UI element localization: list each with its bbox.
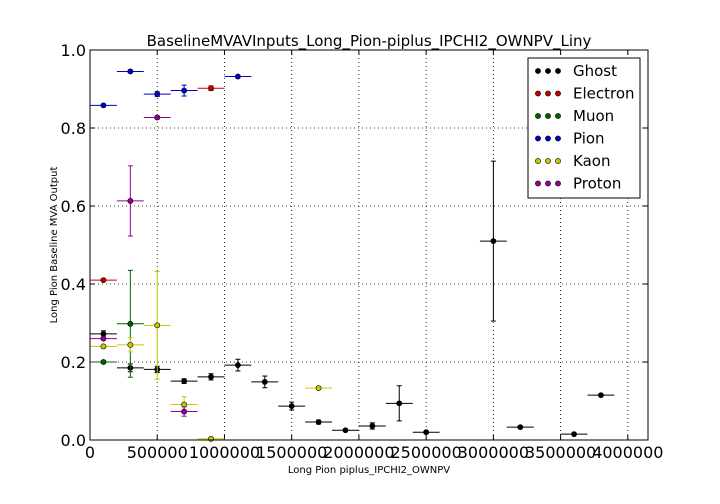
pion-point bbox=[100, 102, 107, 109]
axis-ticks: 0 500000 100000015000002000000250000030000… bbox=[61, 41, 664, 462]
legend-marker-kaon bbox=[545, 158, 551, 164]
legend-label-electron: Electron bbox=[573, 85, 635, 103]
kaon-point bbox=[154, 322, 161, 329]
legend-marker-electron bbox=[545, 90, 551, 97]
x-tick-label: 1000000 bbox=[189, 443, 260, 462]
legend-marker-proton bbox=[555, 180, 561, 187]
legend-label-pion: Pion bbox=[573, 130, 605, 148]
x-axis-title: Long Pion piplus_IPCHI2_OWNPV bbox=[288, 465, 450, 476]
legend-marker-electron bbox=[535, 90, 541, 97]
ghost-point bbox=[315, 419, 322, 425]
y-tick-label: 0.8 bbox=[61, 119, 86, 138]
muon-series bbox=[90, 269, 144, 378]
pion-point bbox=[235, 73, 241, 80]
legend-marker-ghost bbox=[545, 68, 551, 74]
kaon-point bbox=[100, 343, 107, 350]
proton-point bbox=[127, 198, 134, 204]
proton-point bbox=[100, 335, 107, 342]
ghost-point bbox=[369, 423, 376, 429]
legend-marker-proton bbox=[545, 180, 551, 187]
ghost-point bbox=[490, 238, 497, 244]
y-tick-label: 0.6 bbox=[61, 197, 86, 216]
ghost-point bbox=[598, 392, 604, 399]
x-tick-label: 4000000 bbox=[592, 443, 663, 462]
x-tick-label: 2500000 bbox=[391, 443, 462, 462]
legend-label-kaon: Kaon bbox=[573, 152, 610, 170]
x-tick-label: 3500000 bbox=[525, 443, 596, 462]
electron-point bbox=[208, 85, 214, 92]
pion-point bbox=[127, 68, 134, 75]
ghost-point bbox=[181, 378, 188, 385]
kaon-point bbox=[181, 401, 188, 408]
legend-marker-kaon bbox=[555, 158, 561, 164]
legend-marker-proton bbox=[535, 180, 541, 187]
legend-marker-muon bbox=[545, 113, 551, 119]
proton-point bbox=[154, 114, 161, 121]
ghost-point bbox=[342, 427, 349, 434]
legend-marker-pion bbox=[555, 135, 561, 142]
legend: Ghost Electron Muon Pion Kaon Proton bbox=[527, 57, 641, 199]
proton-point bbox=[181, 408, 188, 415]
muon-point bbox=[127, 320, 134, 327]
kaon-point bbox=[208, 435, 214, 442]
pion-point bbox=[154, 91, 161, 97]
ghost-point bbox=[288, 403, 295, 409]
ghost-point bbox=[423, 429, 430, 436]
x-tick-label: 500000 bbox=[127, 443, 188, 462]
legend-marker-muon bbox=[535, 113, 541, 119]
legend-marker-pion bbox=[545, 135, 551, 142]
y-tick-label: 0.0 bbox=[61, 431, 86, 450]
pion-point bbox=[181, 87, 188, 94]
ghost-point bbox=[208, 373, 214, 380]
legend-marker-pion bbox=[535, 135, 541, 142]
legend-marker-muon bbox=[555, 113, 561, 119]
legend-marker-kaon bbox=[535, 158, 541, 164]
x-tick-label: 1500000 bbox=[256, 443, 327, 462]
kaon-point bbox=[127, 341, 134, 348]
chart-title: BaselineMVAVInputs_Long_Pion-piplus_IPCH… bbox=[147, 32, 592, 51]
ghost-point bbox=[396, 400, 403, 407]
legend-marker-ghost bbox=[555, 68, 561, 74]
electron-point bbox=[100, 277, 107, 283]
legend-box bbox=[527, 57, 641, 199]
kaon-point bbox=[315, 385, 322, 392]
ghost-point bbox=[235, 362, 241, 369]
x-tick-label: 2000000 bbox=[323, 443, 394, 462]
pion-series bbox=[90, 68, 252, 109]
muon-point bbox=[100, 359, 107, 365]
legend-label-ghost: Ghost bbox=[573, 62, 617, 80]
y-tick-label: 1.0 bbox=[61, 41, 86, 60]
ghost-point bbox=[517, 424, 524, 431]
legend-marker-ghost bbox=[535, 68, 541, 74]
legend-label-proton: Proton bbox=[573, 175, 621, 193]
legend-marker-electron bbox=[555, 90, 561, 97]
ghost-point bbox=[571, 431, 577, 438]
ghost-point bbox=[261, 378, 268, 385]
ghost-series bbox=[90, 160, 615, 438]
legend-label-muon: Muon bbox=[573, 107, 614, 125]
plot-frame bbox=[89, 49, 649, 441]
proton-series bbox=[90, 114, 198, 417]
x-tick-label: 3000000 bbox=[458, 443, 529, 462]
x-tick-label: 0 bbox=[85, 443, 95, 462]
electron-series bbox=[90, 85, 225, 283]
y-tick-label: 0.4 bbox=[61, 275, 86, 294]
y-tick-label: 0.2 bbox=[61, 353, 86, 372]
y-axis-title: Long Pion Baseline MVA Output bbox=[49, 167, 60, 324]
